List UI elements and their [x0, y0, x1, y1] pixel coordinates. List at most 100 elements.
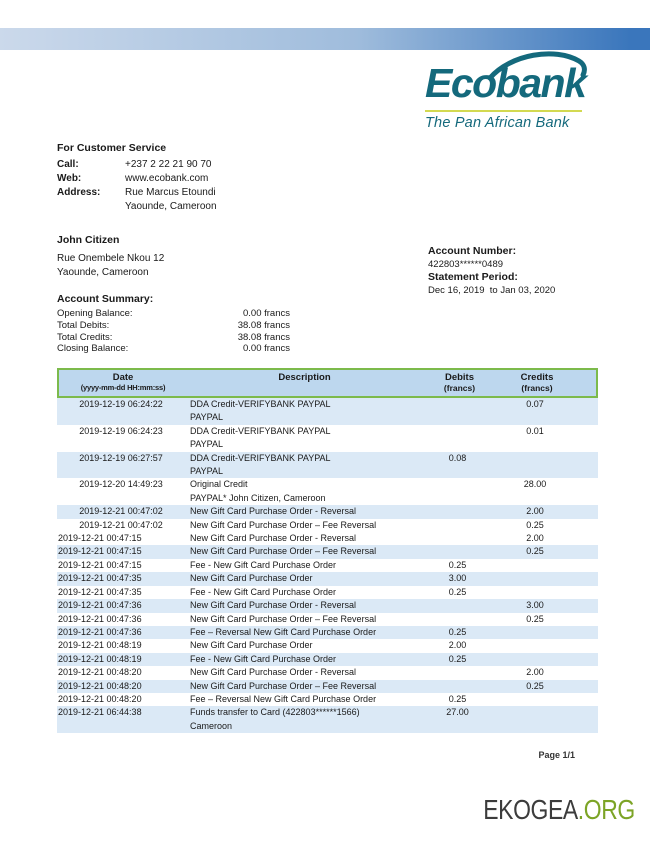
date-header-label: Date — [112, 372, 134, 383]
transaction-date: 2019-12-21 00:47:15 — [58, 559, 142, 570]
recipient-name: John Citizen — [57, 234, 120, 246]
transaction-row: 2019-12-19 06:27:57 DDA Credit-VERIFYBANK… — [57, 451, 598, 479]
transaction-credit: 2.00 — [526, 667, 544, 678]
transactions-table: Date (yyyy-mm-dd HH:mm:ss) Description D… — [57, 368, 598, 734]
transaction-date: 2019-12-21 06:44:38 — [58, 707, 142, 718]
transaction-description-line: New Gift Card Purchase Order — [190, 640, 313, 651]
customer-service-row: Yaounde, Cameroon — [57, 200, 217, 214]
customer-service-value: +237 2 22 21 90 70 — [125, 159, 212, 170]
transaction-debit: 0.25 — [448, 626, 467, 637]
transaction-debit — [420, 545, 495, 558]
summary-value: 38.08 francs — [237, 331, 290, 343]
transaction-description-line: Cameroon — [190, 720, 233, 731]
summary-label: Total Credits: — [57, 331, 113, 343]
column-header-date: Date (yyyy-mm-dd HH:mm:ss) — [59, 372, 187, 393]
transaction-description-line: Original Credit — [190, 479, 248, 490]
transaction-description-line: PAYPAL — [190, 412, 224, 423]
summary-label: Closing Balance: — [57, 343, 129, 355]
transaction-date: 2019-12-20 14:49:23 — [79, 479, 163, 490]
transaction-credit — [495, 452, 575, 479]
transaction-description-line: DDA Credit-VERIFYBANK PAYPAL — [190, 425, 331, 436]
transaction-debit: 0.25 — [448, 653, 467, 664]
customer-service-row: Call: +237 2 22 21 90 70 — [57, 158, 217, 172]
column-header-debits: Debits (francs) — [422, 372, 497, 393]
ekogea-name: EKOGEA — [483, 794, 578, 825]
transaction-row: 2019-12-21 00:47:36 New Gift Card Purchas… — [57, 599, 598, 613]
transaction-date: 2019-12-21 00:48:19 — [58, 653, 142, 664]
transaction-row: 2019-12-21 00:48:19 New Gift Card Purchas… — [57, 639, 598, 652]
account-summary-title: Account Summary: — [57, 293, 154, 305]
credits-unit-label: (francs) — [521, 383, 553, 393]
transaction-debit: 0.25 — [448, 586, 467, 597]
summary-label: Opening Balance: — [57, 308, 133, 319]
transaction-row: 2019-12-21 00:48:20 Fee – Reversal New Gi… — [57, 693, 598, 706]
transaction-rows: 2019-12-19 06:24:22 DDA Credit-VERIFYBANK… — [57, 398, 598, 734]
customer-service-row: Address: Rue Marcus Etoundi — [57, 186, 217, 200]
ekogea-watermark: EKOGEA.ORG — [483, 794, 635, 826]
transaction-debit — [420, 425, 495, 452]
transaction-credit: 3.00 — [526, 600, 544, 611]
transaction-date: 2019-12-21 00:47:15 — [58, 546, 142, 557]
customer-service-label: Call: — [57, 159, 79, 170]
transaction-description-line: New Gift Card Purchase Order - Reversal — [190, 506, 357, 517]
transaction-description: DDA Credit-VERIFYBANK PAYPAL PAYPAL — [185, 425, 420, 452]
transaction-row: 2019-12-21 00:47:36 New Gift Card Purchas… — [57, 613, 598, 626]
transaction-row: 2019-12-21 00:47:35 New Gift Card Purchas… — [57, 572, 598, 586]
transaction-description-line: New Gift Card Purchase Order — [190, 573, 313, 584]
debits-header-label: Debits — [444, 372, 475, 383]
transaction-debit — [420, 519, 495, 532]
transaction-debit — [420, 478, 495, 505]
account-info-block: Account Number: 422803******0489 Stateme… — [428, 245, 555, 297]
summary-value: 0.00 francs — [243, 308, 290, 319]
transaction-date: 2019-12-21 00:48:20 — [58, 667, 142, 678]
transaction-row: 2019-12-21 00:47:02 New Gift Card Purchas… — [57, 505, 598, 519]
logo-accent-line — [425, 110, 582, 113]
transaction-description: Fee - New Gift Card Purchase Order — [185, 653, 420, 666]
transaction-date: 2019-12-21 00:47:36 — [58, 600, 142, 611]
transaction-debit: 0.25 — [448, 559, 467, 570]
transaction-description: New Gift Card Purchase Order - Reversal — [185, 599, 420, 612]
transaction-description-line: PAYPAL* John Citizen, Cameroon — [190, 492, 326, 503]
transaction-debit: 3.00 — [448, 573, 467, 584]
recipient-address-line: Rue Onembele Nkou 12 — [57, 253, 165, 264]
transaction-description-line: DDA Credit-VERIFYBANK PAYPAL — [190, 399, 331, 409]
transaction-row: 2019-12-21 00:48:20 New Gift Card Purchas… — [57, 679, 598, 693]
customer-service-label: Address: — [57, 187, 101, 198]
transaction-description-line: New Gift Card Purchase Order - Reversal — [190, 533, 357, 544]
transaction-credit: 0.25 — [526, 680, 544, 691]
account-summary-rows: Opening Balance: 0.00 francs Total Debits:… — [57, 308, 290, 355]
transaction-debit — [420, 505, 495, 518]
transaction-row: 2019-12-21 00:47:36 Fee – Reversal New Gi… — [57, 625, 598, 640]
transaction-row: 2019-12-19 06:24:22 DDA Credit-VERIFYBANK… — [57, 398, 598, 425]
transaction-date: 2019-12-21 00:47:15 — [58, 533, 142, 544]
transaction-description-line: Fee - New Gift Card Purchase Order — [190, 586, 337, 597]
transaction-date: 2019-12-21 00:47:36 — [58, 626, 142, 637]
account-number-value: 422803******0489 — [428, 259, 504, 270]
transaction-description-line: Funds transfer to Card (422803******1566… — [190, 707, 360, 718]
transaction-credit: 0.25 — [526, 546, 544, 557]
customer-service-row: Web: www.ecobank.com — [57, 172, 217, 186]
transaction-description: New Gift Card Purchase Order – Fee Rever… — [185, 680, 420, 693]
transaction-credit: 0.25 — [526, 519, 544, 530]
transaction-credit: 0.01 — [526, 425, 544, 436]
statement-period-value: Dec 16, 2019 to Jan 03, 2020 — [428, 285, 556, 296]
transaction-description-line: New Gift Card Purchase Order – Fee Rever… — [190, 613, 377, 624]
transaction-description: New Gift Card Purchase Order - Reversal — [185, 532, 420, 545]
transaction-description: Fee - New Gift Card Purchase Order — [185, 559, 420, 572]
transaction-debit — [420, 599, 495, 612]
transaction-description: New Gift Card Purchase Order – Fee Rever… — [185, 613, 420, 626]
transaction-date: 2019-12-21 00:47:02 — [79, 519, 163, 530]
page-number: Page 1/1 — [538, 750, 575, 760]
transaction-credit: 0.07 — [526, 399, 544, 409]
transaction-date: 2019-12-21 00:47:36 — [58, 613, 142, 624]
transaction-description-line: New Gift Card Purchase Order - Reversal — [190, 600, 357, 611]
description-header-label: Description — [278, 372, 331, 383]
header-gradient-bar — [0, 28, 650, 50]
transaction-row: 2019-12-21 00:47:15 Fee - New Gift Card P… — [57, 559, 598, 572]
transaction-description-line: Fee – Reversal New Gift Card Purchase Or… — [190, 693, 377, 704]
transaction-description: Funds transfer to Card (422803******1566… — [185, 706, 420, 733]
transaction-debit: 2.00 — [448, 640, 467, 651]
transaction-description: DDA Credit-VERIFYBANK PAYPAL PAYPAL — [185, 452, 420, 479]
ekogea-tld: .ORG — [577, 794, 635, 825]
